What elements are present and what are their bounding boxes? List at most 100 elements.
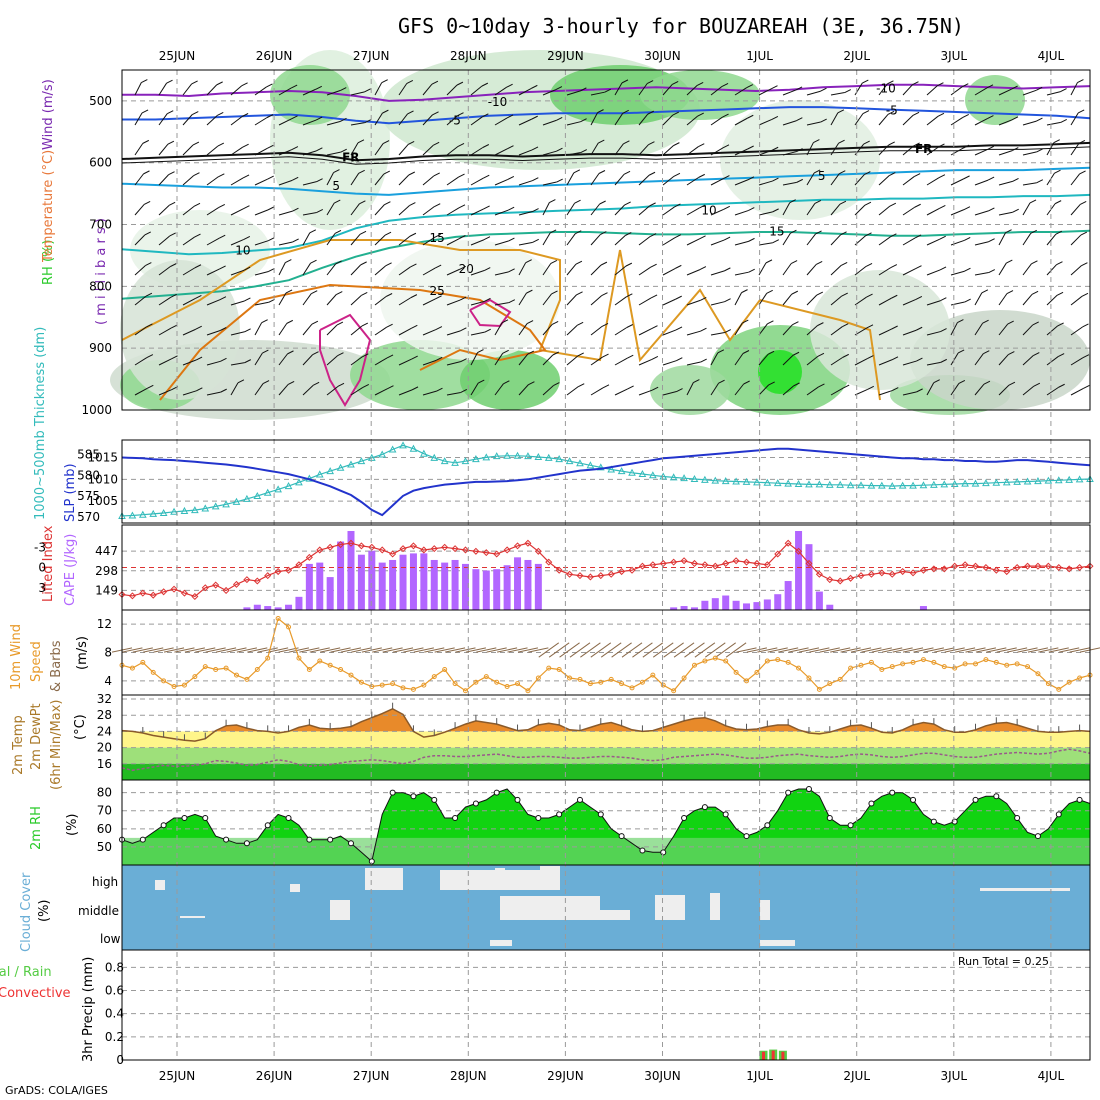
wind10-barb — [882, 647, 903, 653]
thickness-point — [544, 453, 553, 461]
upper-barb — [950, 352, 959, 366]
upper-barb — [998, 150, 1013, 156]
upper-barb — [230, 146, 243, 156]
upper-barb-flag — [772, 239, 780, 244]
thickness-point — [794, 479, 803, 487]
upper-barb-flag — [477, 349, 484, 354]
li-point — [659, 559, 667, 567]
upper-barb-flag — [484, 328, 491, 333]
upper-barb — [998, 384, 1010, 396]
wind10-point — [785, 659, 791, 665]
thickness-point — [524, 452, 532, 460]
li-point — [971, 562, 980, 570]
upper-barb-flag — [915, 326, 923, 331]
upper-barb-flag — [963, 175, 970, 180]
upper-barb — [278, 87, 292, 96]
rh2m-point — [785, 789, 792, 796]
upper-barb — [230, 208, 244, 216]
upper-barb-flag — [626, 293, 633, 298]
upper-barb — [758, 293, 768, 306]
upper-barb-flag — [981, 289, 989, 294]
wind10-point — [462, 688, 468, 694]
rh2m-unit: (%) — [65, 814, 80, 837]
wind10-barb — [923, 647, 944, 653]
upper-barb-flag — [549, 229, 557, 234]
upper-barb-flag — [598, 170, 606, 174]
cape-bar — [815, 591, 823, 610]
li-point — [170, 585, 178, 593]
upper-barb — [398, 235, 411, 246]
wind10-barb — [184, 647, 205, 653]
upper-barb-flag — [340, 148, 347, 153]
cape-bar — [472, 569, 480, 610]
upper-barb — [782, 293, 793, 306]
wind10-barb — [215, 647, 237, 653]
upper-barb-flag — [242, 174, 250, 179]
upper-barb — [734, 292, 742, 306]
upper-barb — [182, 144, 194, 156]
li-point — [826, 576, 834, 584]
upper-barb — [350, 91, 365, 96]
rh2m-point — [910, 796, 917, 803]
wind10-barb — [861, 647, 882, 653]
cloud-gap-2 — [495, 868, 505, 888]
upper-barb — [590, 142, 599, 156]
upper-barb — [758, 211, 773, 216]
upper-barb-flag — [527, 350, 535, 355]
upper-barb — [854, 296, 867, 306]
li-point — [618, 568, 626, 576]
upper-barb-flag — [818, 383, 825, 388]
upper-barb — [902, 391, 917, 396]
thickness-point — [492, 452, 501, 460]
upper-barb-flag — [988, 238, 995, 243]
rh2m-point — [951, 818, 958, 825]
cloud-gap-11 — [490, 940, 512, 946]
wind10-barb — [778, 647, 799, 653]
upper-barb-flag — [482, 144, 490, 148]
upper-barb — [1070, 234, 1082, 246]
upper-barb-flag — [553, 382, 560, 387]
upper-barb-flag — [286, 319, 294, 324]
upper-barb-flag — [334, 199, 341, 204]
upper-barb-flag — [290, 84, 298, 89]
upper-barb-flag — [865, 232, 872, 237]
wind10-barb — [548, 642, 570, 658]
wind10-point — [358, 679, 364, 685]
upper-barb — [590, 356, 603, 366]
upper-barb-flag — [820, 118, 827, 123]
wind10-barb — [767, 647, 788, 653]
li-point — [701, 561, 709, 569]
upper-barb-flag — [285, 259, 292, 263]
upper-barb — [494, 271, 509, 276]
wind10-barb — [663, 642, 684, 658]
thickness-point — [617, 467, 626, 475]
upper-barb-flag — [625, 262, 633, 267]
upper-barb — [758, 242, 773, 246]
bottom-day-label-30JUN: 30JUN — [644, 1069, 681, 1083]
upper-barb — [974, 87, 988, 96]
upper-barb — [374, 112, 383, 126]
precip-label-a: Total / Rain — [0, 965, 52, 980]
cloud-gap-6 — [600, 910, 630, 920]
upper-barb — [782, 324, 793, 336]
upper-barb — [590, 295, 602, 306]
upper-barb — [470, 382, 479, 396]
wind10-point — [712, 655, 718, 661]
upper-barb-flag — [789, 199, 796, 204]
upper-barb — [1070, 387, 1084, 396]
upper-barb-flag — [813, 139, 820, 144]
upper-barb-flag — [1083, 384, 1090, 389]
wind10-barb — [257, 647, 278, 653]
upper-barb-flag — [676, 388, 683, 392]
wind10-point — [889, 664, 895, 670]
upper-barb — [998, 88, 1012, 96]
upper-barb-flag — [364, 119, 372, 124]
upper-barb-flag — [359, 200, 366, 205]
upper-barb — [590, 91, 605, 96]
upper-barb-flag — [597, 109, 604, 114]
thickness-point — [607, 465, 616, 473]
li-point — [409, 542, 417, 550]
thickness-point — [1044, 476, 1053, 484]
upper-barb-flag — [940, 328, 947, 332]
cloud-gap-7 — [655, 895, 685, 920]
